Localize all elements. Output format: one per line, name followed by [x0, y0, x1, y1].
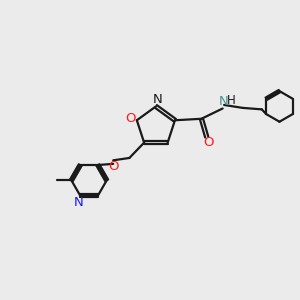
Text: N: N — [74, 196, 84, 208]
Text: N: N — [152, 93, 162, 106]
Text: O: O — [125, 112, 136, 125]
Text: O: O — [203, 136, 214, 149]
Text: H: H — [226, 94, 235, 107]
Text: O: O — [108, 160, 119, 173]
Text: N: N — [219, 95, 228, 108]
